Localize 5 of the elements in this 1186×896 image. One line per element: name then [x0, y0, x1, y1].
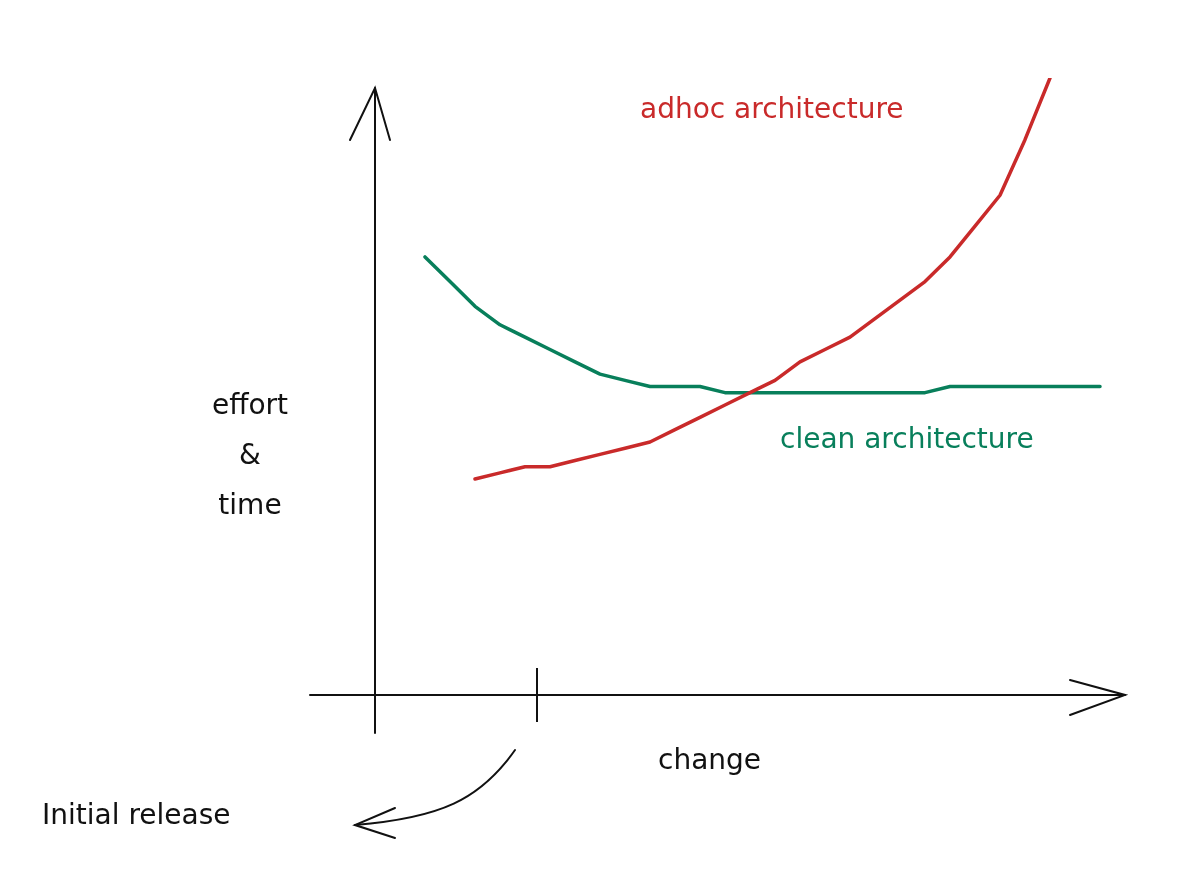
- x-axis-title: change: [658, 743, 762, 776]
- y-axis-title: effort & time: [210, 387, 290, 523]
- text: adhoc architecture: [640, 92, 904, 125]
- text: Initial release: [42, 798, 231, 831]
- series-label: clean architecture: [780, 422, 1034, 455]
